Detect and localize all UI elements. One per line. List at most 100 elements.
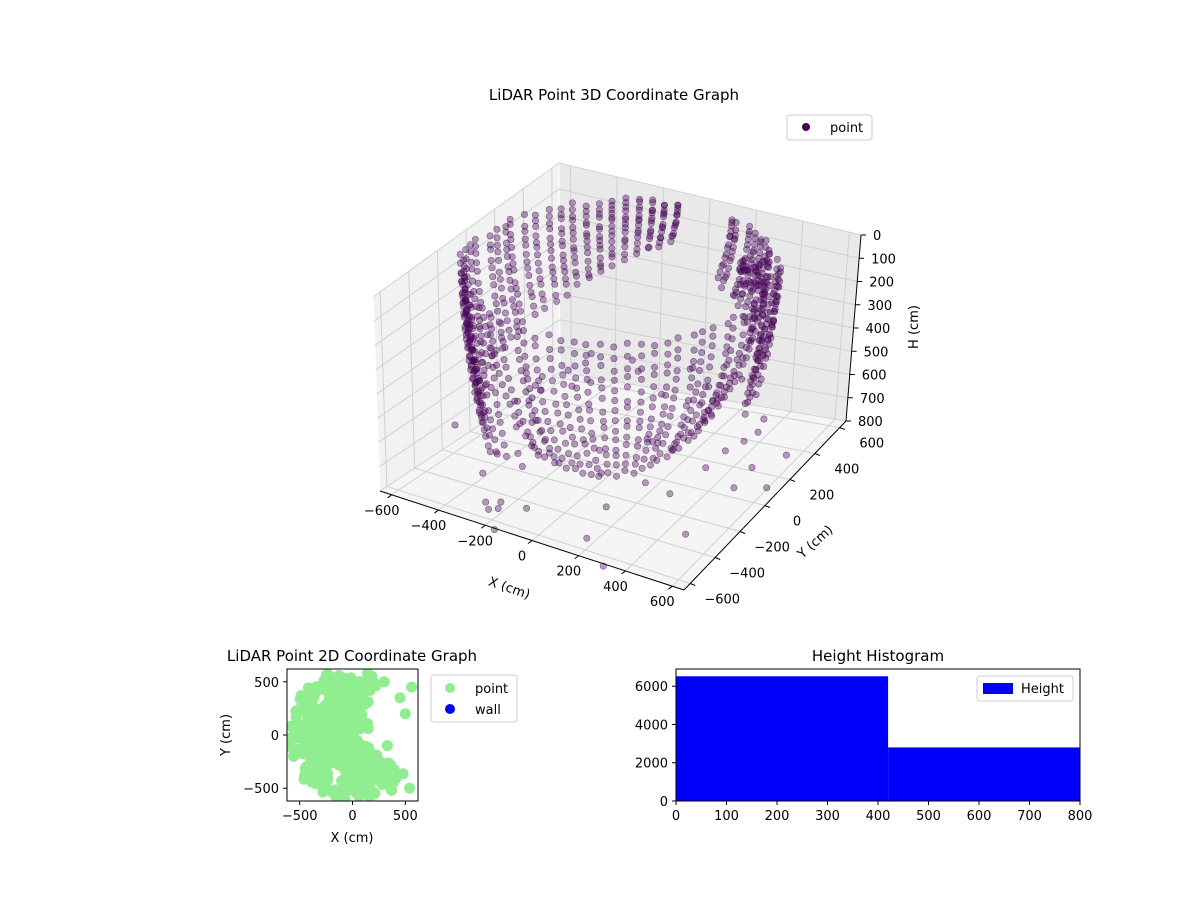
point-3d [732, 219, 740, 227]
point-3d [760, 296, 768, 304]
point-3d [750, 240, 758, 248]
point-3d [692, 411, 700, 419]
point-3d [755, 345, 763, 353]
point-3d [522, 363, 530, 371]
point-3d [531, 407, 539, 415]
point-3d [671, 386, 679, 394]
point-3d [751, 234, 759, 242]
point-2d [378, 676, 390, 688]
point-3d [522, 250, 530, 258]
point-3d [513, 317, 521, 325]
point-3d [650, 370, 658, 378]
point-3d [735, 349, 743, 357]
point-3d [490, 526, 498, 534]
point-3d [535, 267, 543, 275]
point-3d [503, 253, 511, 261]
point-3d [493, 450, 501, 458]
point-3d [662, 383, 670, 391]
point-3d [731, 292, 739, 300]
point-3d [636, 195, 644, 203]
point-3d [634, 233, 642, 241]
point-3d [752, 267, 760, 275]
point-3d [653, 456, 661, 464]
point-3d [621, 466, 629, 474]
point-3d [723, 244, 731, 252]
point-3d [554, 445, 562, 453]
point-3d [646, 423, 654, 431]
point-2d [313, 753, 325, 765]
point-3d [585, 406, 593, 414]
point-3d [579, 469, 587, 477]
point-3d [486, 232, 494, 240]
point-3d [582, 221, 590, 229]
point-3d [696, 401, 704, 409]
point-3d [537, 280, 545, 288]
point-3d [621, 220, 629, 228]
point-3d [608, 262, 616, 270]
point-3d [513, 333, 521, 341]
y-tick-3d-6 [839, 427, 845, 430]
chart-3d-title: LiDAR Point 3D Coordinate Graph [489, 86, 739, 104]
point-3d [478, 349, 486, 357]
point-3d [479, 418, 487, 426]
point-3d [593, 464, 601, 472]
point-3d [472, 259, 480, 267]
point-3d [608, 197, 616, 205]
point-3d [505, 326, 513, 334]
chart-3d: LiDAR Point 3D Coordinate Graph −600 −400… [364, 86, 922, 610]
x-tick-label-2d-2: 500 [393, 809, 418, 824]
point-3d [621, 236, 629, 244]
point-3d [708, 342, 716, 350]
point-2d [352, 764, 364, 776]
point-3d [664, 361, 672, 369]
point-3d [633, 239, 641, 247]
point-3d [726, 385, 734, 393]
point-3d [620, 256, 628, 264]
point-3d [649, 394, 657, 402]
x-tick-3d-1 [434, 509, 439, 514]
point-3d [557, 337, 565, 345]
point-3d [493, 361, 501, 369]
point-3d [670, 394, 678, 402]
point-3d [570, 349, 578, 357]
point-3d [608, 244, 616, 252]
point-3d [724, 320, 732, 328]
point-3d [585, 274, 593, 282]
point-3d [552, 400, 560, 408]
point-3d [612, 472, 620, 480]
point-3d [491, 292, 499, 300]
point-3d [461, 289, 469, 297]
point-3d [648, 403, 656, 411]
point-3d [489, 425, 497, 433]
point-3d [729, 324, 737, 332]
point-3d [533, 366, 541, 374]
grid-line-y-3 [469, 431, 766, 506]
point-3d [467, 258, 475, 266]
point-3d [728, 248, 736, 256]
point-3d [535, 377, 543, 385]
point-3d [564, 366, 572, 374]
point-3d [488, 264, 496, 272]
point-3d [608, 238, 616, 246]
point-3d [752, 264, 760, 272]
point-3d [541, 453, 549, 461]
point-3d [740, 437, 748, 445]
z-tick-label-3d-8: 800 [858, 415, 883, 430]
point-3d [523, 504, 531, 512]
point-3d [633, 442, 641, 450]
point-3d [635, 221, 643, 229]
point-3d [623, 398, 631, 406]
point-3d [746, 292, 754, 300]
point-3d [739, 331, 747, 339]
x-tick-label-hist-5: 500 [916, 809, 941, 824]
point-3d [575, 406, 583, 414]
point-3d [481, 413, 489, 421]
point-3d [483, 391, 491, 399]
point-3d [743, 245, 751, 253]
point-3d [637, 375, 645, 383]
point-3d [674, 346, 682, 354]
point-3d [623, 365, 631, 373]
point-3d [621, 250, 629, 258]
point-3d [477, 411, 485, 419]
point-3d [663, 453, 671, 461]
